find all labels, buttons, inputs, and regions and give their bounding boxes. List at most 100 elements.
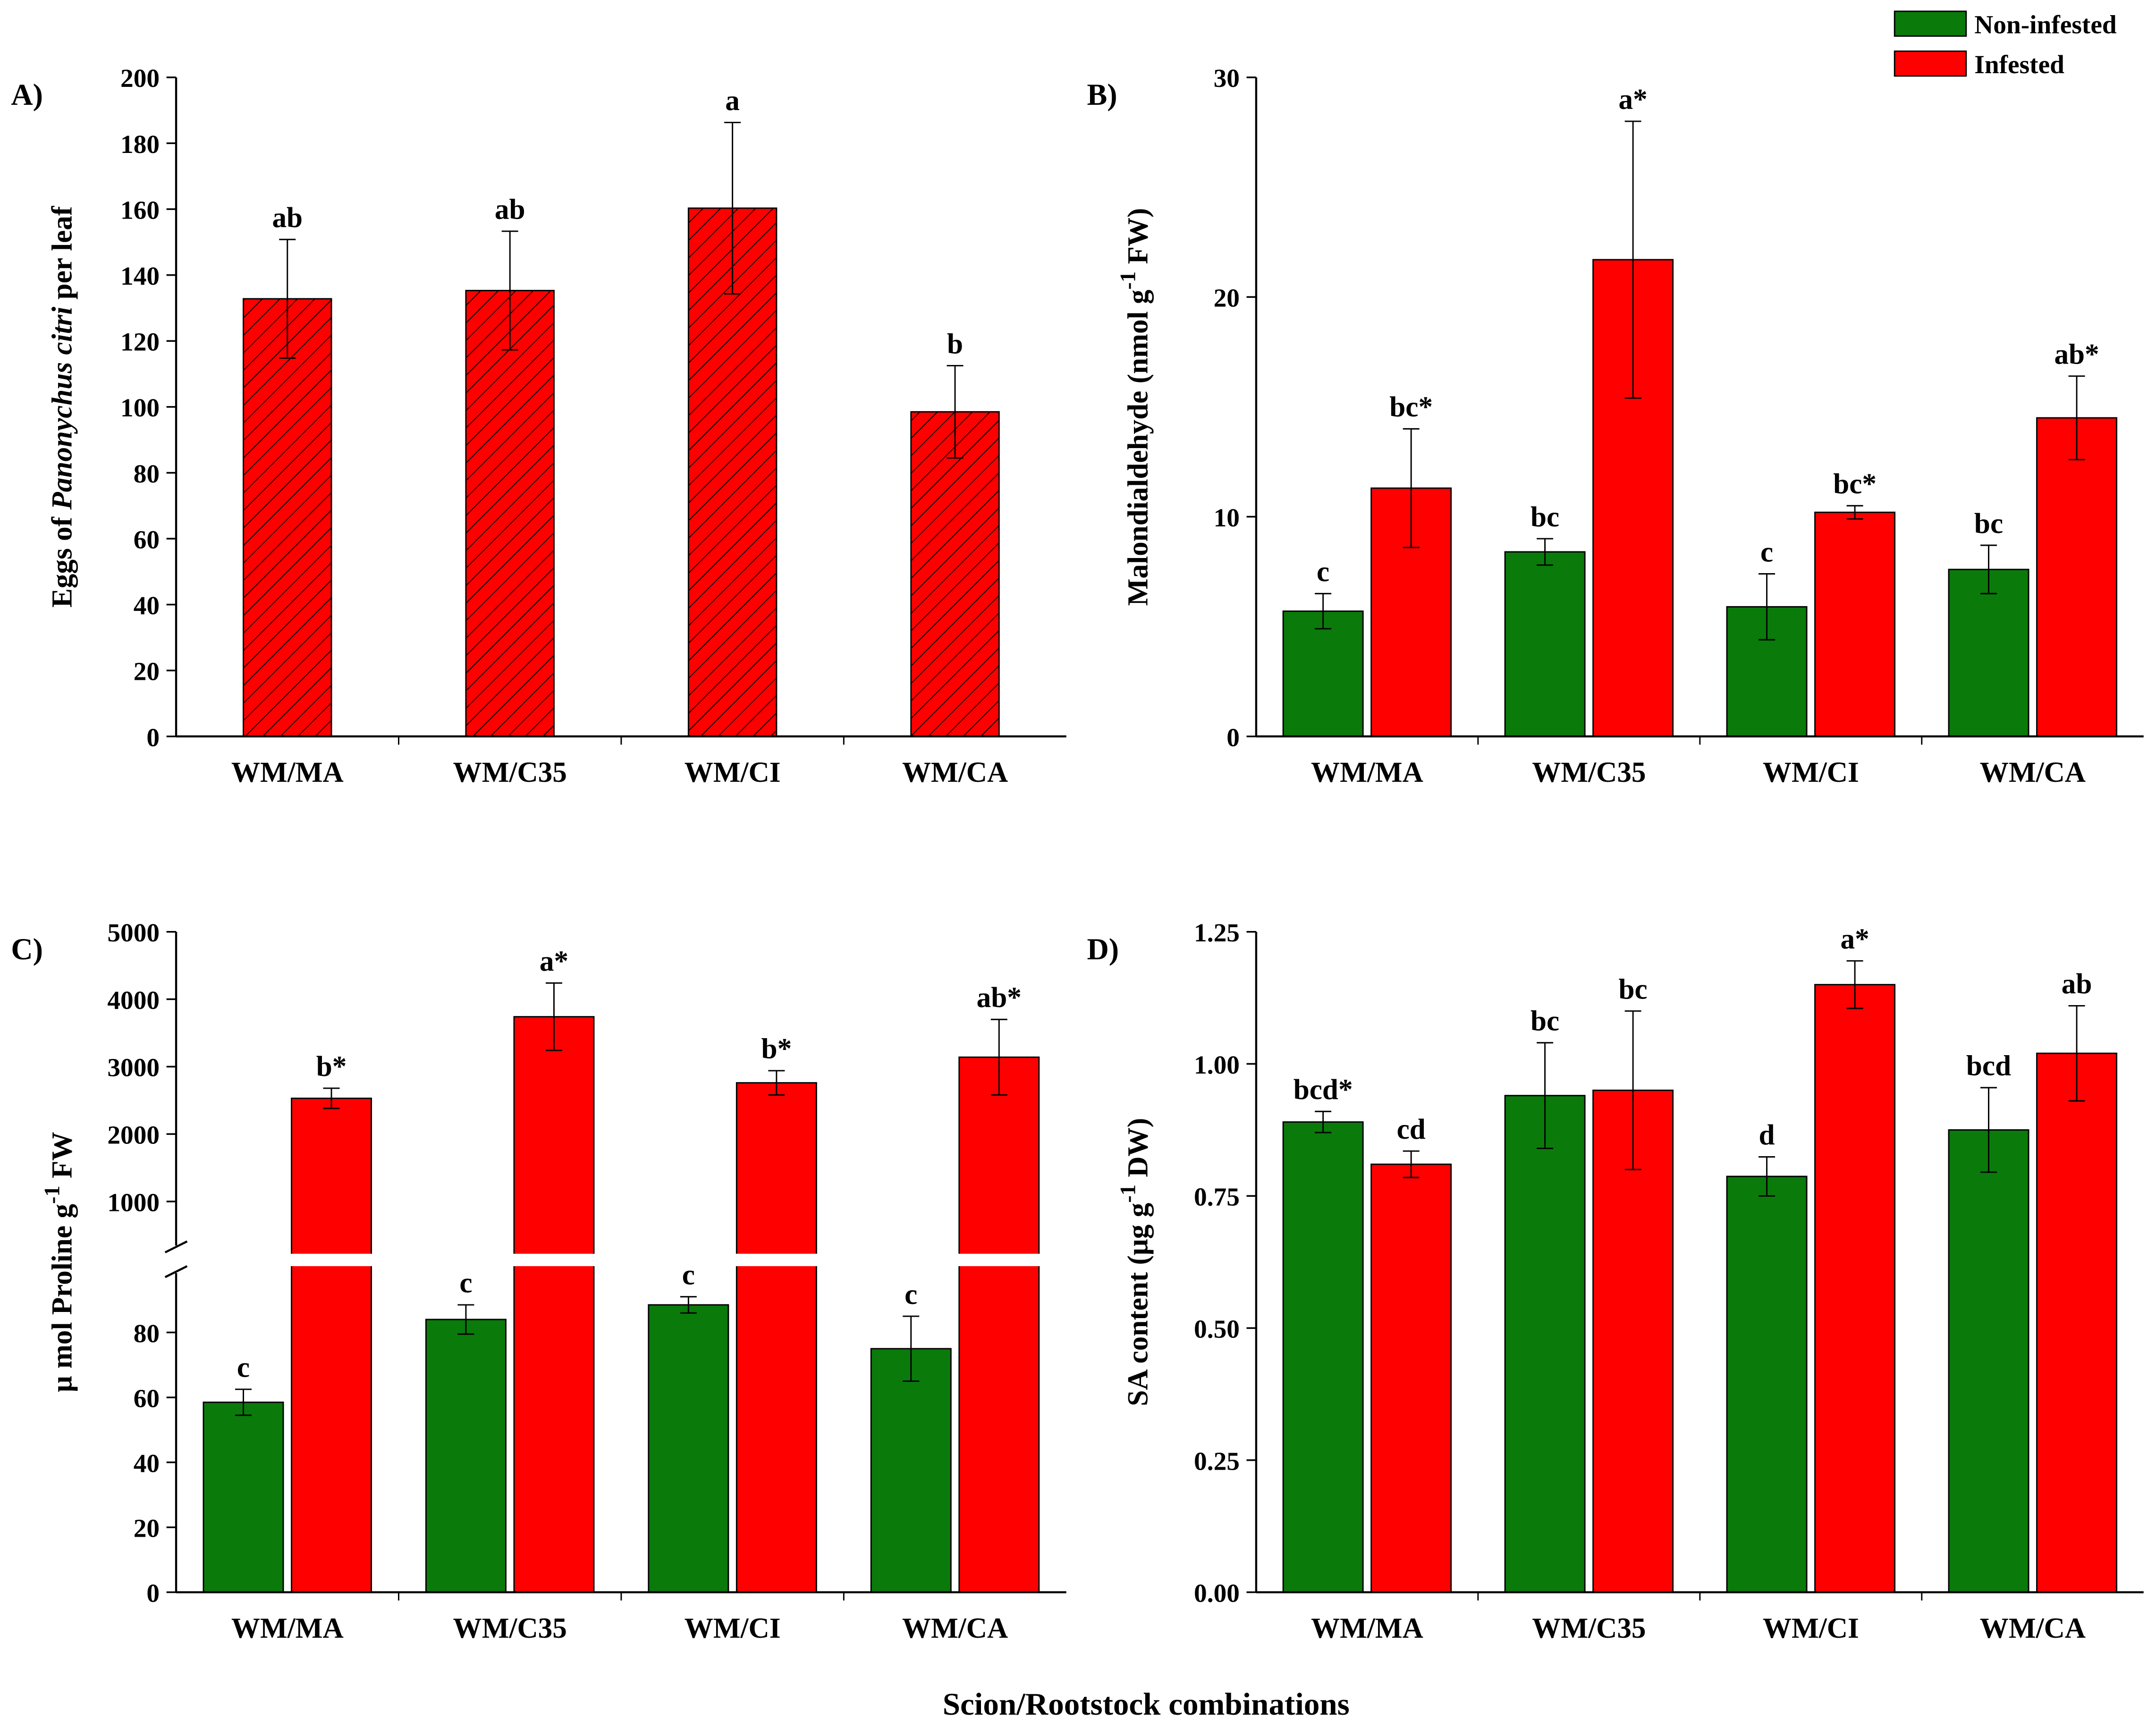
bar bbox=[291, 1098, 372, 1593]
panel-c: C) c c c c b* a* b* ab* WM/MA WM/C35 WM/CI WM/CA 0 20 4… bbox=[11, 918, 1066, 1644]
bar bbox=[1370, 1163, 1452, 1593]
bar bbox=[1282, 1121, 1364, 1593]
y-tick-label: 1000 bbox=[107, 1188, 160, 1217]
significance-label: c bbox=[1760, 536, 1773, 568]
bar bbox=[465, 289, 555, 737]
legend: Non-infested Infested bbox=[1894, 10, 2117, 79]
significance-label: bc bbox=[1530, 501, 1559, 533]
significance-label: c bbox=[682, 1259, 695, 1291]
legend-swatch-infested bbox=[1894, 50, 1967, 77]
y-axis-label-part: per leaf bbox=[46, 206, 78, 307]
y-tick-label: 4000 bbox=[107, 986, 160, 1015]
y-axis-label-part: Malondialdehyde (nmol g bbox=[1122, 290, 1154, 606]
legend-swatch-non-infested bbox=[1894, 10, 1967, 37]
bar bbox=[1948, 1129, 2029, 1593]
y-tick-label: 20 bbox=[134, 657, 160, 686]
significance-label: d bbox=[1759, 1119, 1775, 1151]
y-tick-label: 0.75 bbox=[1194, 1183, 1240, 1211]
y-tick-label: 40 bbox=[134, 591, 160, 620]
axis-break-gap bbox=[957, 1253, 1040, 1266]
y-tick-label: 2000 bbox=[107, 1121, 160, 1150]
bar bbox=[1948, 568, 2029, 737]
panel-label: D) bbox=[1087, 932, 1119, 966]
bar bbox=[425, 1319, 507, 1593]
y-axis-label: Eggs of Panonychus citri per leaf bbox=[46, 206, 78, 608]
bar bbox=[513, 1016, 595, 1593]
panel-label: B) bbox=[1087, 78, 1117, 111]
y-axis-label-part: Panonychus citri bbox=[46, 307, 78, 510]
significance-label: ab bbox=[2062, 968, 2092, 1000]
bar bbox=[1282, 610, 1364, 737]
y-tick-label: 180 bbox=[120, 130, 160, 159]
x-tick-label: WM/CA bbox=[902, 756, 1008, 788]
significance-label: bc bbox=[1974, 508, 2003, 540]
y-tick-label: 30 bbox=[1214, 64, 1240, 93]
y-axis-label: μ mol Proline g-1 FW bbox=[40, 1132, 78, 1392]
significance-label: bc bbox=[1530, 1005, 1559, 1037]
y-tick-label: 0.25 bbox=[1194, 1447, 1240, 1475]
bar bbox=[648, 1304, 729, 1593]
y-axis-label-part: -1 bbox=[1116, 271, 1140, 290]
y-tick-label: 0.00 bbox=[1194, 1579, 1240, 1608]
y-tick-label: 0.50 bbox=[1194, 1314, 1240, 1343]
x-tick-label: WM/C35 bbox=[1532, 756, 1646, 788]
significance-label: bc* bbox=[1833, 468, 1877, 500]
significance-label: bc bbox=[1619, 973, 1648, 1005]
y-tick-label: 120 bbox=[120, 328, 160, 356]
y-axis-label-part: SA content (μg g bbox=[1122, 1203, 1154, 1406]
bar bbox=[1814, 511, 1896, 737]
significance-label: c bbox=[237, 1352, 250, 1384]
significance-label: bc* bbox=[1389, 391, 1433, 423]
y-tick-label: 20 bbox=[1214, 284, 1240, 313]
x-tick-label: WM/CA bbox=[902, 1612, 1008, 1644]
significance-label: ab* bbox=[977, 981, 1022, 1014]
y-tick-label: 0 bbox=[146, 723, 160, 752]
bar bbox=[1814, 984, 1896, 1593]
panel-b: B) c bc c bc bc* a* bc* ab* WM/MA WM/C35 WM/CI WM/CA… bbox=[1087, 64, 2144, 788]
y-tick-label: 140 bbox=[120, 262, 160, 290]
y-axis-label-part: DW) bbox=[1122, 1118, 1154, 1185]
bar bbox=[736, 1082, 817, 1593]
significance-label: ab* bbox=[2054, 338, 2099, 370]
bar bbox=[1592, 1090, 1674, 1593]
significance-label: b* bbox=[316, 1050, 347, 1083]
x-tick-label: WM/C35 bbox=[453, 756, 567, 788]
y-axis-label-part: -1 bbox=[1116, 1185, 1140, 1203]
bar bbox=[2036, 1052, 2118, 1593]
x-tick-label: WM/CA bbox=[1980, 1612, 2086, 1644]
significance-label: b* bbox=[761, 1033, 792, 1065]
panel-label: C) bbox=[11, 932, 43, 966]
y-axis-label: SA content (μg g-1 DW) bbox=[1116, 1118, 1154, 1406]
bar bbox=[1726, 1176, 1808, 1593]
significance-label: cd bbox=[1397, 1113, 1426, 1145]
x-tick-label: WM/C35 bbox=[453, 1612, 567, 1644]
axis-break-mark bbox=[164, 1265, 188, 1278]
axis-break-gap bbox=[735, 1253, 818, 1266]
significance-label: a bbox=[725, 85, 740, 117]
y-axis-label: Malondialdehyde (nmol g-1 FW) bbox=[1116, 208, 1154, 606]
x-tick-label: WM/CI bbox=[685, 1612, 781, 1644]
x-tick-label: WM/MA bbox=[1311, 756, 1423, 788]
x-tick-label: WM/C35 bbox=[1532, 1612, 1646, 1644]
bar bbox=[203, 1401, 284, 1593]
y-tick-label: 80 bbox=[134, 459, 160, 488]
y-axis-label-part: -1 bbox=[40, 1185, 64, 1204]
x-tick-label: WM/MA bbox=[231, 1612, 344, 1644]
significance-label: a* bbox=[1619, 84, 1648, 116]
significance-label: c bbox=[905, 1278, 917, 1311]
significance-label: b bbox=[947, 328, 963, 360]
y-tick-label: 1.00 bbox=[1194, 1050, 1240, 1079]
bar bbox=[870, 1348, 952, 1593]
y-tick-label: 80 bbox=[134, 1319, 160, 1348]
axis-break-gap bbox=[513, 1253, 595, 1266]
y-tick-label: 10 bbox=[1214, 503, 1240, 532]
bar bbox=[243, 298, 332, 737]
y-tick-label: 0 bbox=[1226, 723, 1240, 752]
legend-label-non-infested: Non-infested bbox=[1974, 10, 2117, 39]
x-tick-label: WM/CI bbox=[1763, 756, 1859, 788]
y-tick-label: 3000 bbox=[107, 1053, 160, 1082]
x-tick-label: WM/MA bbox=[231, 756, 344, 788]
y-tick-label: 0 bbox=[146, 1579, 160, 1608]
